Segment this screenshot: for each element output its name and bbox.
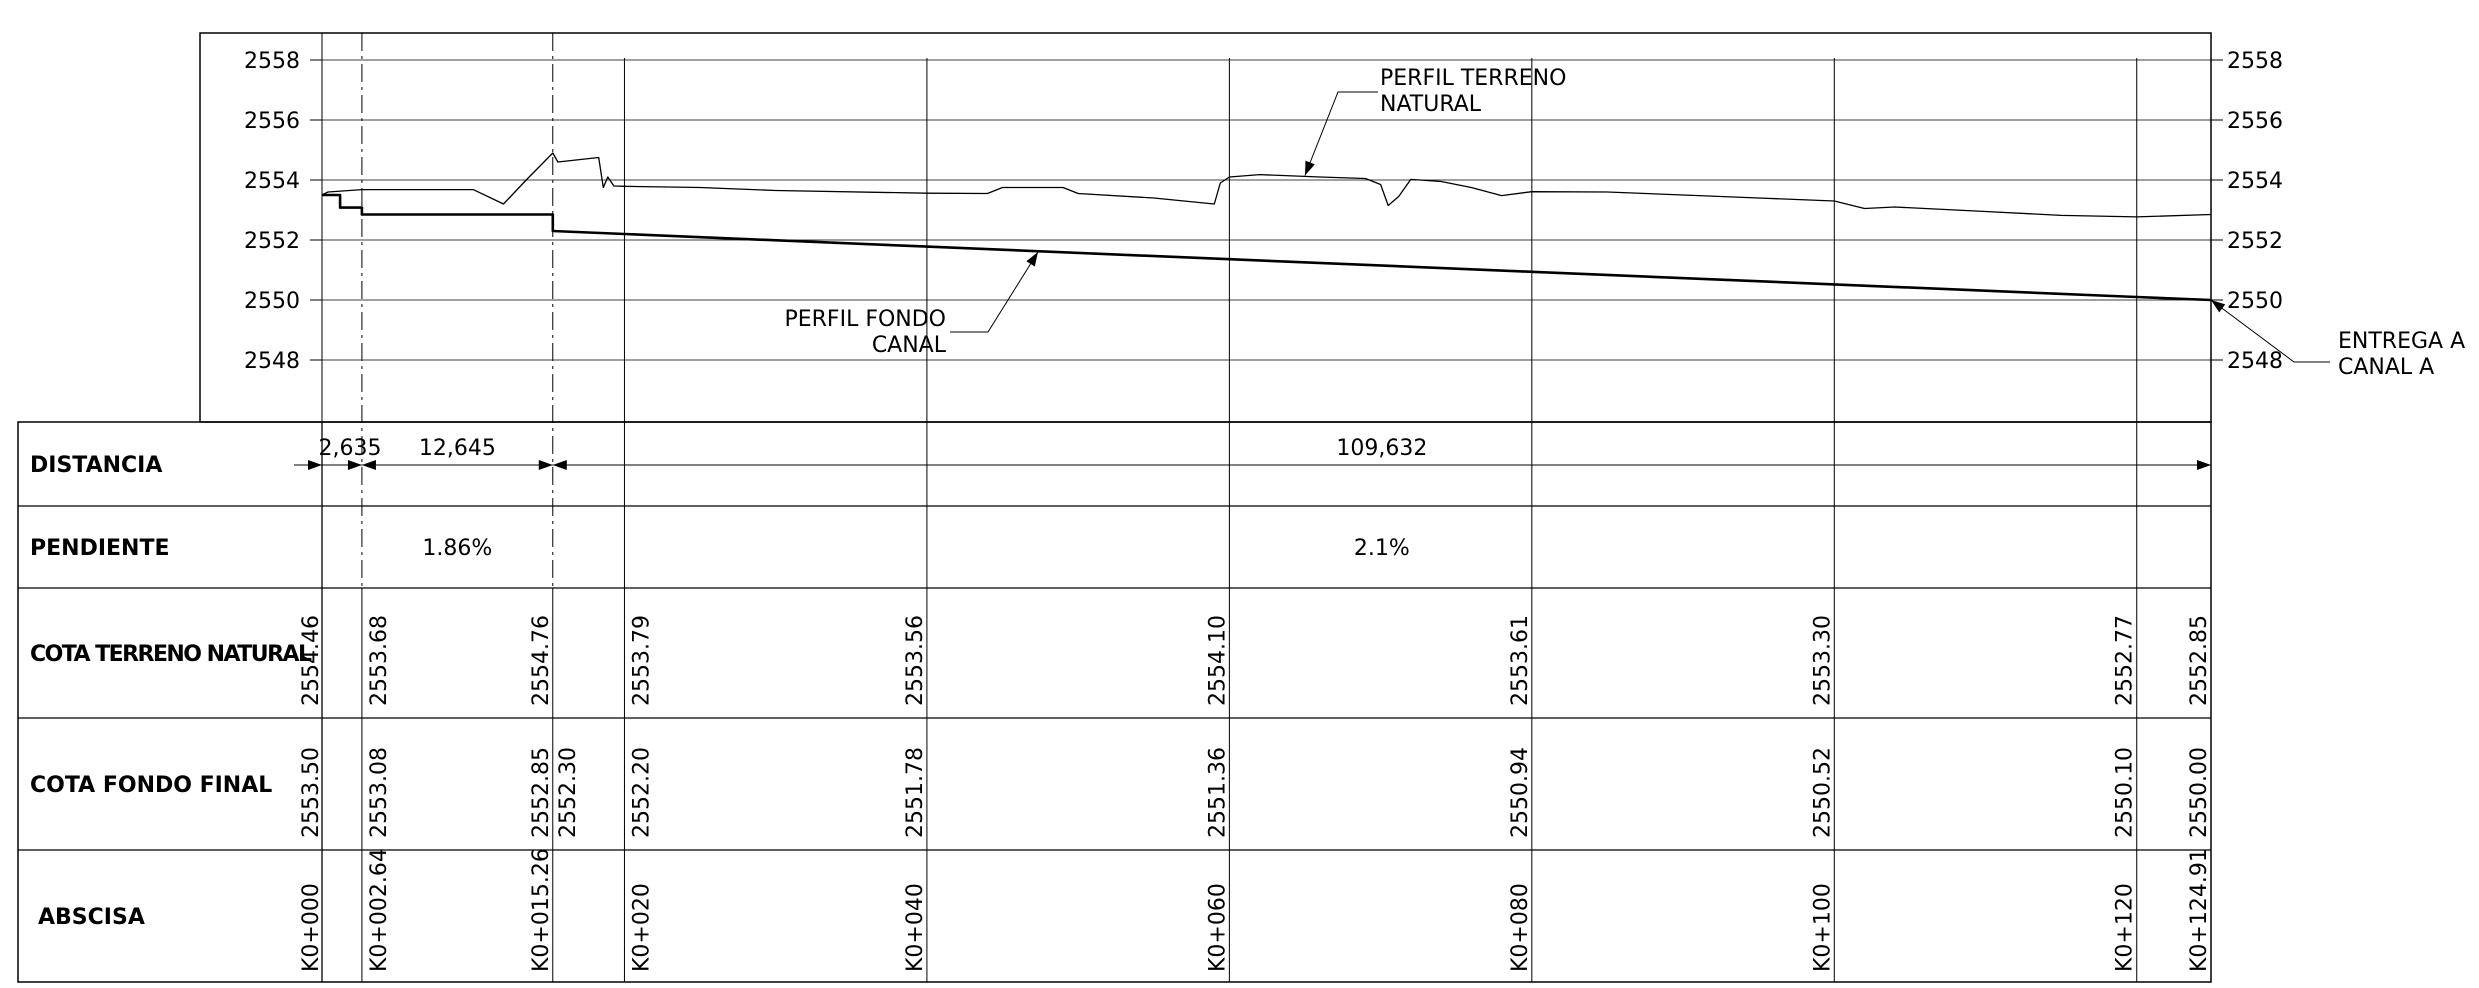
canal-leader-arrow: [1026, 252, 1038, 267]
y-tick-label-left: 2548: [244, 349, 300, 374]
distance-label: 109,632: [1336, 436, 1427, 461]
terrain-label-line2: NATURAL: [1380, 92, 1482, 117]
bottom-elevation-value: 2553.50: [299, 747, 324, 838]
station-label: K0+060: [1205, 883, 1230, 972]
terrain-elevation-value: 2553.68: [367, 615, 392, 706]
station-label: K0+002.64: [367, 848, 392, 972]
profile-series: [321, 152, 2212, 302]
bottom-elevation-value: 2550.52: [1810, 747, 1835, 838]
station-label: K0+124.91: [2187, 848, 2212, 972]
profile-border: [199, 32, 2212, 423]
y-tick-label-left: 2558: [244, 49, 300, 74]
station-label: K0+015.26: [529, 848, 554, 972]
y-tick-label-left: 2552: [244, 229, 300, 254]
y-tick-label-left: 2550: [244, 289, 300, 314]
terrain-elevation-value: 2553.79: [629, 615, 654, 706]
distance-arrow: [347, 460, 362, 470]
bottom-elevation-value: 2550.10: [2113, 747, 2138, 838]
terrain-elevation-value: 2553.30: [1810, 615, 1835, 706]
y-tick-label-right: 2556: [2227, 109, 2283, 134]
row-header: ABSCISA: [38, 905, 145, 930]
bottom-elevation-value: 2553.08: [367, 747, 392, 838]
canal-label-line2: CANAL: [872, 333, 947, 358]
canal-bottom-line: [322, 193, 2212, 302]
distance-arrow: [308, 460, 322, 470]
distance-label: 12,645: [419, 436, 496, 461]
terrain-leader-arrow: [1304, 160, 1315, 176]
terrain-elevation-value: 2552.85: [2187, 615, 2212, 706]
row-header: PENDIENTE: [30, 536, 170, 561]
distance-arrow: [552, 460, 567, 470]
distance-arrow: [361, 460, 376, 470]
station-label: K0+000: [299, 883, 324, 972]
station-label: K0+040: [903, 883, 928, 972]
station-label: K0+080: [1508, 883, 1533, 972]
row-header: COTA TERRENO NATURAL: [30, 642, 312, 667]
bottom-elevation-value: 2552.30: [556, 747, 581, 838]
entrega-label-line1: ENTREGA A: [2338, 329, 2465, 354]
bottom-elevation-value: 2550.94: [1508, 747, 1533, 838]
entrega-label-line2: CANAL A: [2338, 355, 2434, 380]
terrain-profile-line: [321, 152, 2212, 218]
drawing-frame: [199, 32, 2212, 423]
bottom-elevation-value: 2551.78: [903, 747, 928, 838]
entrega-leader: [2210, 299, 2330, 363]
terrain-elevation-value: 2554.46: [299, 615, 324, 706]
profile-grid: [321, 33, 2212, 982]
entrega-leader-arrow: [2211, 300, 2226, 313]
terrain-elevation-value: 2554.76: [529, 615, 554, 706]
row-header: COTA FONDO FINAL: [30, 773, 272, 798]
terrain-label-line1: PERFIL TERRENO: [1380, 66, 1566, 91]
y-tick-label-right: 2548: [2227, 349, 2283, 374]
table-border: [17, 421, 2212, 983]
data-table: DISTANCIA PENDIENTE COTA TERRENO NATURAL CO…: [17, 421, 2212, 983]
station-label: K0+100: [1810, 883, 1835, 972]
terrain-leader: [1304, 91, 1378, 176]
terrain-elevation-value: 2552.77: [2113, 615, 2138, 706]
station-label: K0+120: [2113, 883, 2138, 972]
y-tick-label-right: 2554: [2227, 169, 2283, 194]
bottom-elevation-value: 2552.85: [529, 747, 554, 838]
y-tick-label-right: 2558: [2227, 49, 2283, 74]
y-tick-label-right: 2550: [2227, 289, 2283, 314]
canal-leader: [950, 251, 1039, 333]
distance-arrow: [2197, 460, 2211, 470]
slope-label: 2.1%: [1354, 536, 1410, 561]
y-tick-label-left: 2556: [244, 109, 300, 134]
slope-label: 1.86%: [422, 536, 492, 561]
bottom-elevation-value: 2552.20: [629, 747, 654, 838]
terrain-elevation-value: 2554.10: [1205, 615, 1230, 706]
canal-label-line1: PERFIL FONDO: [784, 307, 946, 332]
y-tick-label-right: 2552: [2227, 229, 2283, 254]
terrain-elevation-value: 2553.61: [1508, 615, 1533, 706]
row-header: DISTANCIA: [30, 453, 162, 478]
bottom-elevation-value: 2550.00: [2187, 747, 2212, 838]
bottom-elevation-value: 2551.36: [1205, 747, 1230, 838]
station-label: K0+020: [629, 883, 654, 972]
distance-arrow: [538, 460, 553, 470]
elevation-axis: 2548 2548 2550 2550 2552 2552 2554 2554 2556 2556…: [244, 49, 2283, 374]
y-tick-label-left: 2554: [244, 169, 300, 194]
terrain-elevation-value: 2553.56: [903, 615, 928, 706]
distance-label: 2,635: [318, 436, 381, 461]
